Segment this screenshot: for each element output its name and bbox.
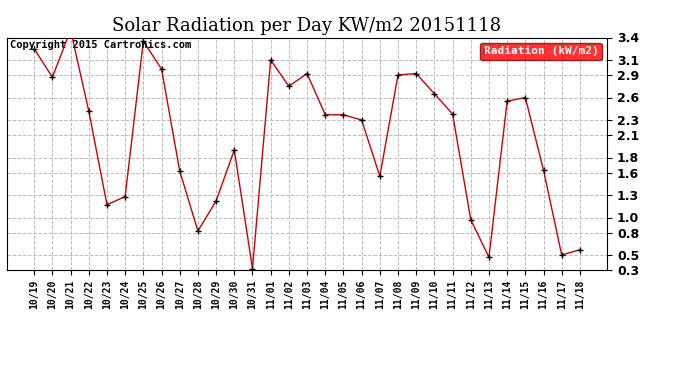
Title: Solar Radiation per Day KW/m2 20151118: Solar Radiation per Day KW/m2 20151118: [112, 16, 502, 34]
Text: Copyright 2015 Cartronics.com: Copyright 2015 Cartronics.com: [10, 40, 191, 50]
Legend: Radiation (kW/m2): Radiation (kW/m2): [480, 43, 602, 60]
